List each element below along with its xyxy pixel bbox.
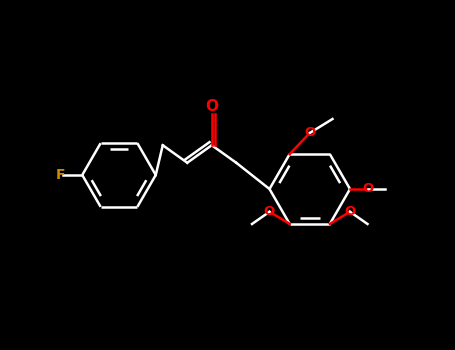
Text: O: O [344,205,356,218]
Text: O: O [363,182,374,196]
Text: O: O [264,205,275,218]
Text: O: O [304,126,315,140]
Text: F: F [56,168,65,182]
Text: O: O [205,99,218,113]
